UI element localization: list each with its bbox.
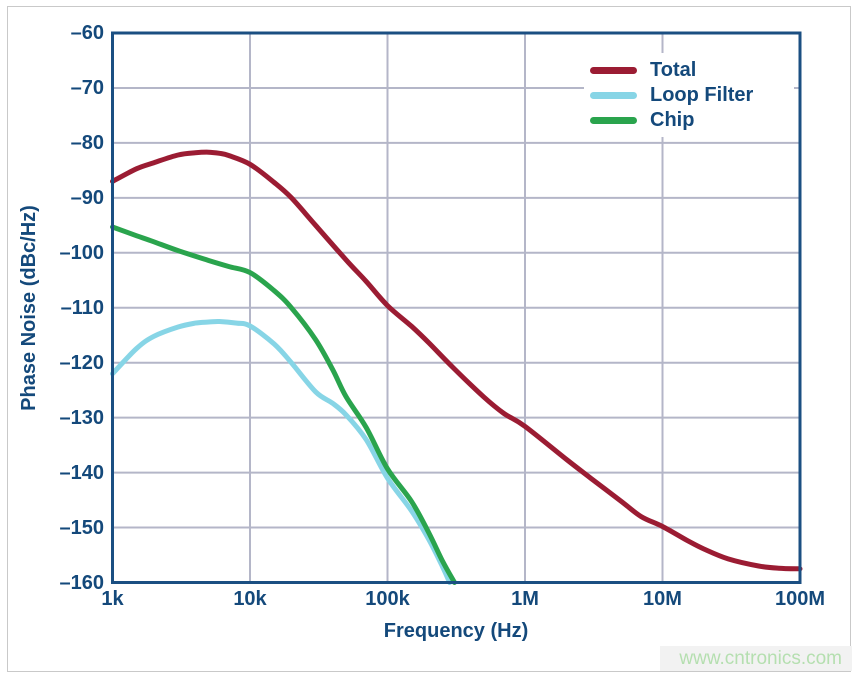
y-tick-label: –80 <box>70 131 104 154</box>
y-tick-label: –60 <box>70 22 104 44</box>
series-path-loop-filter <box>110 318 453 585</box>
x-tick-label: 100M <box>774 588 826 610</box>
legend-label: Chip <box>650 109 695 131</box>
watermark-strip: www.cntronics.com <box>660 646 852 671</box>
y-tick-label: –110 <box>60 296 104 319</box>
legend-swatch <box>590 67 637 74</box>
x-tick-label: 1k <box>101 588 124 610</box>
legend-item: Loop Filter <box>590 83 794 108</box>
legend-label: Loop Filter <box>650 84 754 106</box>
y-tick-label: –100 <box>59 241 105 264</box>
series-path-chip <box>110 224 457 585</box>
legend-swatch <box>590 92 637 99</box>
y-tick-label: –120 <box>59 351 105 374</box>
legend-label: Total <box>650 59 697 81</box>
plot-border <box>111 31 802 584</box>
x-tick-label: 10k <box>233 588 267 610</box>
y-tick-label: –150 <box>59 516 105 539</box>
x-tick-label: 1M <box>511 588 539 610</box>
x-axis-title: Frequency (Hz) <box>383 620 529 642</box>
x-tick-label: 100k <box>365 588 410 610</box>
y-tick-label: –160 <box>59 571 105 594</box>
watermark-text: www.cntronics.com <box>679 647 842 669</box>
x-tick-label: 10M <box>643 588 682 610</box>
legend-item: Total <box>590 58 794 83</box>
legend: Total Loop Filter Chip <box>584 53 794 137</box>
y-axis-title: Phase Noise (dBc/Hz) <box>18 205 40 411</box>
y-tick-label: –90 <box>70 186 104 209</box>
legend-swatch <box>590 117 637 124</box>
y-tick-label: –130 <box>59 406 105 429</box>
legend-item: Chip <box>590 108 794 133</box>
y-tick-label: –140 <box>59 461 105 484</box>
series-path-total <box>110 149 803 572</box>
y-tick-label: –70 <box>70 76 104 99</box>
